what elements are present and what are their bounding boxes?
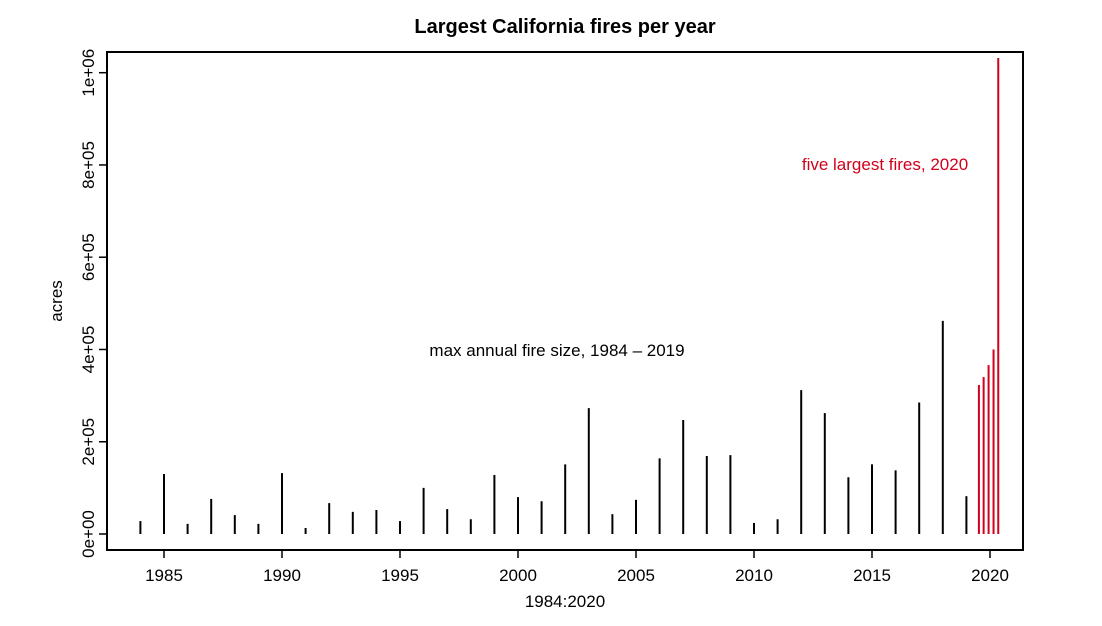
x-tick-label: 2000	[499, 566, 537, 585]
y-axis: 0e+00 2e+05 4e+05 6e+05 8e+05 1e+06	[79, 49, 107, 558]
x-tick-label: 2020	[971, 566, 1009, 585]
y-tick-label: 0e+00	[79, 510, 98, 558]
y-tick-label: 6e+05	[79, 233, 98, 281]
x-tick-label: 2015	[853, 566, 891, 585]
y-tick-label: 1e+06	[79, 49, 98, 97]
x-axis-label: 1984:2020	[525, 592, 605, 611]
bars	[139, 57, 1000, 534]
y-tick-label: 8e+05	[79, 141, 98, 189]
y-tick-label: 2e+05	[79, 418, 98, 466]
y-axis-label: acres	[47, 280, 66, 322]
x-tick-label: 1990	[263, 566, 301, 585]
x-tick-label: 1985	[145, 566, 183, 585]
chart-title: Largest California fires per year	[414, 16, 715, 38]
x-tick-label: 2005	[617, 566, 655, 585]
x-tick-label: 2010	[735, 566, 773, 585]
x-tick-label: 1995	[381, 566, 419, 585]
annotation-2020: five largest fires, 2020	[802, 155, 968, 174]
y-tick-label: 4e+05	[79, 326, 98, 374]
plot-frame	[106, 51, 1024, 551]
annotation-historical: max annual fire size, 1984 – 2019	[429, 341, 684, 360]
x-axis: 1985 1990 1995 2000 2005 2010 2015 2020	[145, 550, 1009, 585]
